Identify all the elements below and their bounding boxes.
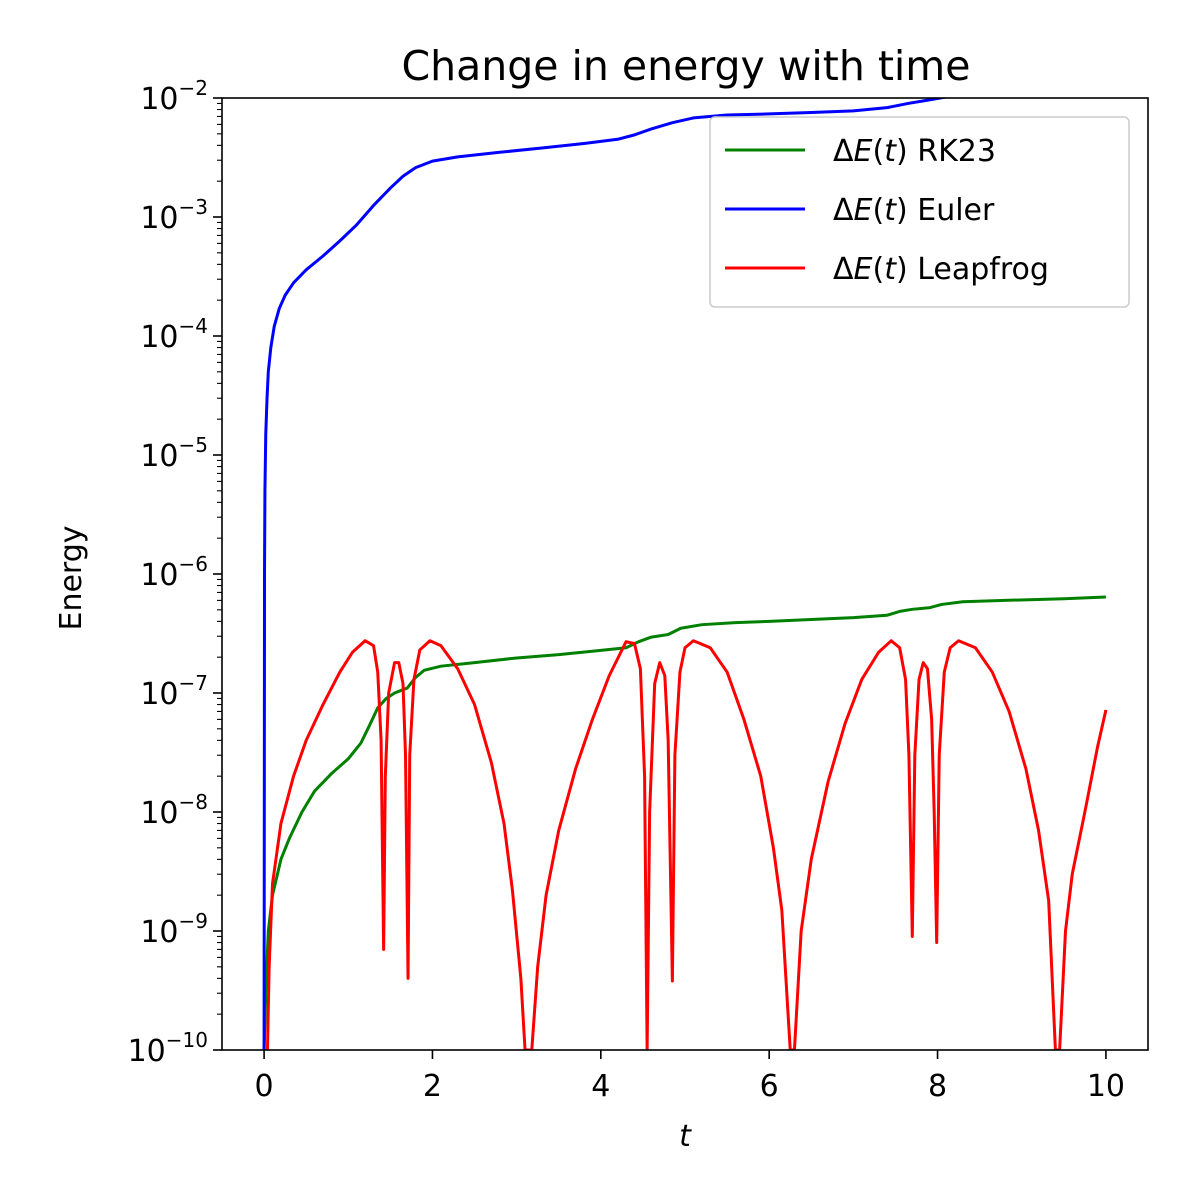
y-tick-label: 10−10	[128, 1028, 208, 1069]
y-tick-label: 10−5	[140, 433, 208, 474]
x-tick-label: 2	[423, 1069, 442, 1104]
legend-box	[709, 116, 1130, 308]
legend-label-euler: ΔE(t) Euler	[833, 193, 995, 228]
y-tick-label: 10−8	[140, 790, 208, 831]
x-tick-label: 6	[760, 1069, 779, 1104]
series-line-leapfrog	[265, 639, 1108, 1050]
x-tick-label: 8	[928, 1069, 947, 1104]
y-tick-label: 10−7	[140, 671, 208, 712]
chart-title: Change in energy with time	[402, 42, 971, 90]
series-layer	[262, 98, 1108, 1050]
legend-label-rk23: ΔE(t) RK23	[833, 134, 996, 169]
legend: ΔE(t) RK23 ΔE(t) Euler ΔE(t) Leapfrog	[709, 116, 1130, 308]
y-tick-label: 10−2	[140, 76, 208, 117]
x-axis: 0 2 4 6 8 10	[255, 1050, 1125, 1104]
x-axis-label: t	[679, 1119, 692, 1154]
legend-label-leapfrog: ΔE(t) Leapfrog	[833, 252, 1049, 287]
x-tick-label: 4	[591, 1069, 610, 1104]
x-tick-label: 10	[1087, 1069, 1125, 1104]
series-line-euler	[262, 98, 947, 1050]
y-tick-label: 10−3	[140, 195, 208, 236]
x-tick-label: 0	[255, 1069, 274, 1104]
y-axis: 10−10 10−9 10−8 10−7 10−6 10−5 10−4 10−3 10−2	[128, 76, 222, 1069]
y-tick-label: 10−6	[140, 552, 208, 593]
series-line-rk23	[262, 595, 1106, 1050]
y-axis-label: Energy	[54, 525, 89, 630]
y-tick-label: 10−4	[140, 314, 208, 355]
y-tick-label: 10−9	[140, 909, 208, 950]
